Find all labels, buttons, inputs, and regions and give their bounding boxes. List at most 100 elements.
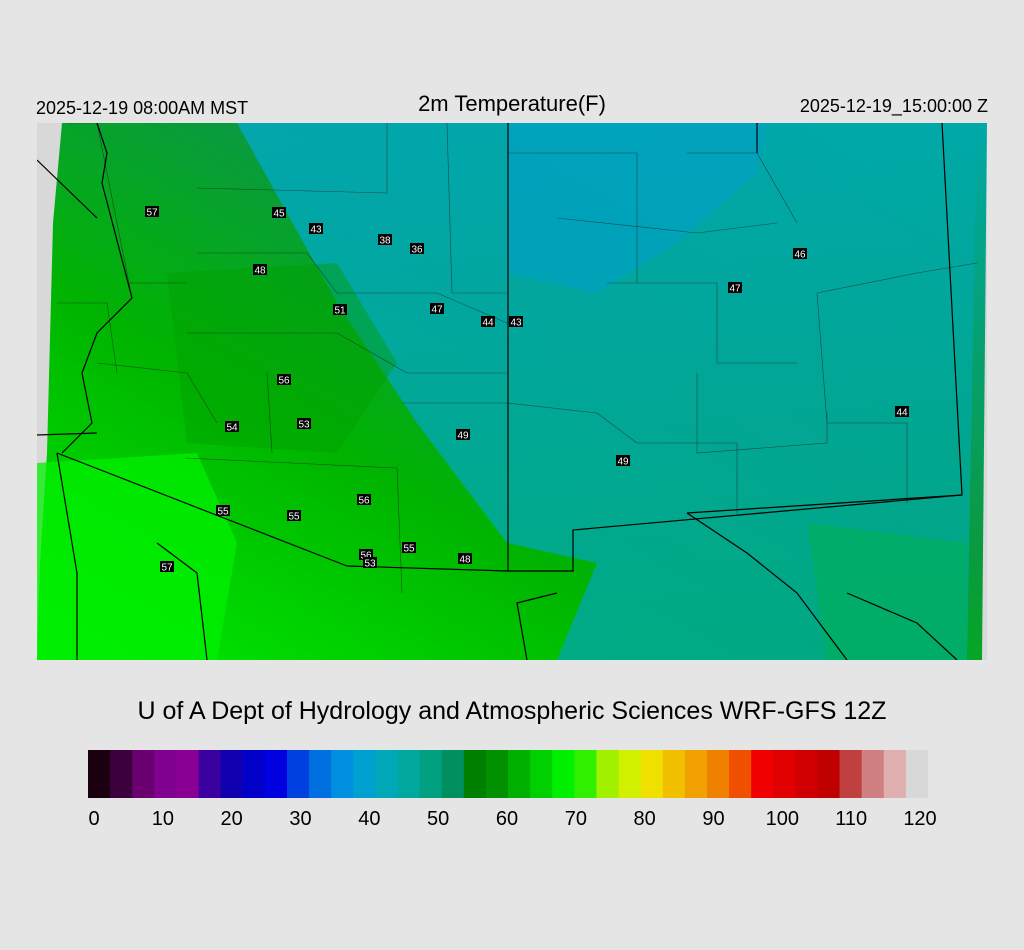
colorbar-segment bbox=[132, 750, 155, 798]
colorbar-tick-label: 90 bbox=[702, 808, 725, 830]
colorbar-segment bbox=[773, 750, 796, 798]
colorbar-tick-label: 110 bbox=[835, 808, 868, 830]
station-label: 54 bbox=[225, 421, 239, 434]
svg-text:49: 49 bbox=[617, 457, 629, 468]
svg-text:47: 47 bbox=[431, 305, 443, 316]
valid-time-local: 2025-12-19 08:00AM MST bbox=[36, 98, 249, 118]
colorbar-tick-label: 30 bbox=[289, 808, 312, 830]
station-label: 48 bbox=[253, 264, 267, 277]
colorbar-tick-label: 10 bbox=[151, 808, 174, 830]
colorbar-tick-label: 80 bbox=[633, 808, 656, 830]
colorbar-segment bbox=[729, 750, 752, 798]
cool-region bbox=[237, 123, 977, 660]
colorbar-segment bbox=[861, 750, 885, 798]
colorbar-tick-label: 70 bbox=[564, 808, 587, 830]
colorbar-segment bbox=[441, 750, 465, 798]
svg-text:53: 53 bbox=[298, 420, 310, 431]
svg-text:46: 46 bbox=[794, 250, 806, 261]
colorbar-segment bbox=[883, 750, 907, 798]
model-credit: U of A Dept of Hydrology and Atmospheric… bbox=[137, 697, 887, 725]
svg-text:57: 57 bbox=[161, 563, 173, 574]
colorbar-segment bbox=[485, 750, 509, 798]
colorbar-segment bbox=[110, 750, 133, 798]
colorbar-tick-label: 50 bbox=[427, 808, 450, 830]
station-label: 55 bbox=[287, 510, 301, 523]
colorbar-segment bbox=[397, 750, 421, 798]
svg-text:48: 48 bbox=[254, 266, 266, 277]
colorbar-segment bbox=[662, 750, 686, 798]
colorbar-segment bbox=[309, 750, 332, 798]
station-label: 53 bbox=[363, 557, 377, 570]
colorbar-segment bbox=[817, 750, 841, 798]
colorbar-segment bbox=[286, 750, 310, 798]
colorbar-segment bbox=[552, 750, 575, 798]
svg-text:48: 48 bbox=[459, 555, 471, 566]
colorbar-segment bbox=[596, 750, 620, 798]
svg-text:45: 45 bbox=[273, 209, 285, 220]
station-label: 49 bbox=[456, 429, 470, 442]
svg-text:56: 56 bbox=[278, 376, 290, 387]
colorbar-segment bbox=[88, 750, 111, 798]
colorbar-segment bbox=[508, 750, 531, 798]
station-label: 36 bbox=[410, 243, 424, 256]
colorbar-segment bbox=[176, 750, 200, 798]
svg-text:55: 55 bbox=[288, 512, 300, 523]
station-label: 49 bbox=[616, 455, 630, 468]
station-label: 38 bbox=[378, 234, 392, 247]
county-lines bbox=[57, 123, 978, 594]
station-label: 56 bbox=[357, 494, 371, 507]
station-label: 44 bbox=[895, 406, 909, 419]
state-borders bbox=[37, 123, 963, 660]
colorbar-segment bbox=[839, 750, 863, 798]
svg-text:54: 54 bbox=[226, 423, 238, 434]
station-label: 45 bbox=[272, 207, 286, 220]
svg-text:56: 56 bbox=[360, 551, 372, 562]
colorbar-segment bbox=[463, 750, 487, 798]
svg-text:47: 47 bbox=[729, 284, 741, 295]
colorbar-tick-label: 40 bbox=[358, 808, 381, 830]
station-label: 55 bbox=[216, 505, 230, 518]
colorbar-segment bbox=[618, 750, 642, 798]
colorbar-tick-label: 60 bbox=[495, 808, 519, 830]
colorbar-tick-label: 120 bbox=[903, 808, 937, 830]
colorbar-ticks: 0 10 20 30 40 50 60 70 80 90 100 110 120 bbox=[0, 808, 1024, 836]
svg-text:56: 56 bbox=[358, 496, 370, 507]
station-label: 43 bbox=[509, 316, 523, 329]
colorbar-segment bbox=[640, 750, 664, 798]
colorbar-tick-label: 20 bbox=[220, 808, 243, 830]
station-label: 43 bbox=[309, 223, 323, 236]
station-label: 51 bbox=[333, 304, 347, 317]
svg-text:57: 57 bbox=[146, 208, 158, 219]
station-label: 55 bbox=[402, 542, 416, 555]
colorbar-tick-label: 0 bbox=[88, 808, 100, 830]
station-label: 48 bbox=[458, 553, 472, 566]
colorbar-segment bbox=[684, 750, 708, 798]
svg-text:43: 43 bbox=[510, 318, 522, 329]
colorbar-segment bbox=[353, 750, 376, 798]
warm-region bbox=[37, 453, 237, 660]
colorbar-segment bbox=[905, 750, 928, 798]
svg-text:38: 38 bbox=[379, 236, 391, 247]
svg-text:43: 43 bbox=[310, 225, 322, 236]
station-label: 53 bbox=[297, 418, 311, 431]
valid-time-utc: 2025-12-19_15:00:00 Z bbox=[799, 96, 988, 116]
station-label: 47 bbox=[728, 282, 742, 295]
colorbar-segment bbox=[574, 750, 598, 798]
map-title: 2m Temperature(F) bbox=[418, 91, 606, 116]
colorbar-segment bbox=[331, 750, 354, 798]
colorbar-segment bbox=[419, 750, 443, 798]
colorbar-segment bbox=[220, 750, 244, 798]
station-label: 44 bbox=[481, 316, 495, 329]
station-label: 46 bbox=[793, 248, 807, 261]
colorbar-segment bbox=[264, 750, 288, 798]
svg-text:55: 55 bbox=[403, 544, 415, 555]
station-label: 47 bbox=[430, 303, 444, 316]
colorbar-segment bbox=[751, 750, 774, 798]
colorbar bbox=[88, 750, 928, 798]
svg-text:53: 53 bbox=[364, 559, 376, 570]
svg-text:44: 44 bbox=[482, 318, 494, 329]
svg-text:44: 44 bbox=[896, 408, 908, 419]
colorbar-segment bbox=[198, 750, 222, 798]
colorbar-segment bbox=[706, 750, 730, 798]
